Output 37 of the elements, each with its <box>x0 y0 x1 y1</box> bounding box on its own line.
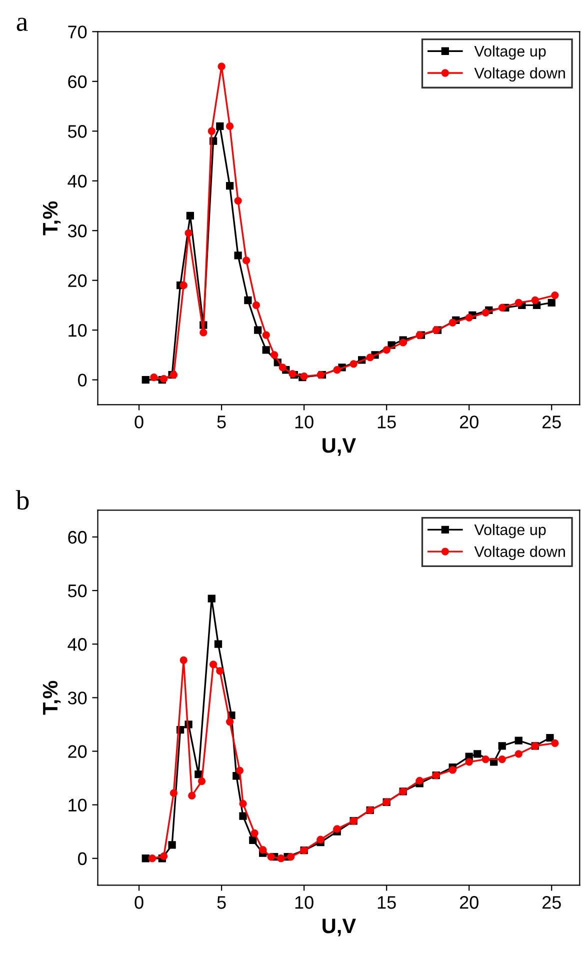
y-tick-label: 70 <box>68 26 87 38</box>
y-tick-label: 30 <box>68 224 87 238</box>
y-tick-label: 20 <box>68 274 87 288</box>
x-tick-label: 20 <box>460 416 478 428</box>
y-tick-label: 0 <box>78 374 87 387</box>
x-axis-title: U,V <box>322 438 356 456</box>
y-tick-label: 20 <box>68 745 87 758</box>
x-tick-label: 20 <box>460 896 478 909</box>
y-tick-label: 10 <box>68 324 87 337</box>
legend-label: Voltage up <box>474 524 546 538</box>
x-tick-label: 25 <box>542 896 561 909</box>
y-axis-title: T,% <box>42 680 61 715</box>
x-tick-label: 5 <box>217 416 226 428</box>
x-tick-label: 10 <box>295 416 314 428</box>
y-axis-title: T,% <box>42 201 61 236</box>
x-tick-label: 5 <box>217 896 226 909</box>
legend-label: Voltage down <box>474 546 565 560</box>
x-tick-label: 15 <box>378 416 396 428</box>
chart-title: a <box>16 18 28 32</box>
y-tick-label: 60 <box>68 75 87 88</box>
y-tick-label: 60 <box>68 530 87 544</box>
y-tick-label: 10 <box>68 798 87 812</box>
x-tick-label: 15 <box>378 896 396 909</box>
y-tick-label: 30 <box>68 692 87 704</box>
x-tick-label: 0 <box>134 896 144 909</box>
chart-title: b <box>16 490 29 510</box>
x-axis-title: U,V <box>322 918 356 936</box>
y-tick-label: 50 <box>68 125 87 138</box>
y-tick-label: 40 <box>68 174 87 188</box>
x-tick-label: 0 <box>134 416 144 428</box>
legend-label: Voltage up <box>474 45 546 60</box>
y-tick-label: 50 <box>68 584 87 598</box>
x-tick-label: 25 <box>542 416 561 428</box>
x-tick-label: 10 <box>295 896 314 909</box>
legend-label: Voltage down <box>474 67 565 82</box>
y-tick-label: 0 <box>78 852 87 866</box>
y-tick-label: 40 <box>68 638 87 651</box>
